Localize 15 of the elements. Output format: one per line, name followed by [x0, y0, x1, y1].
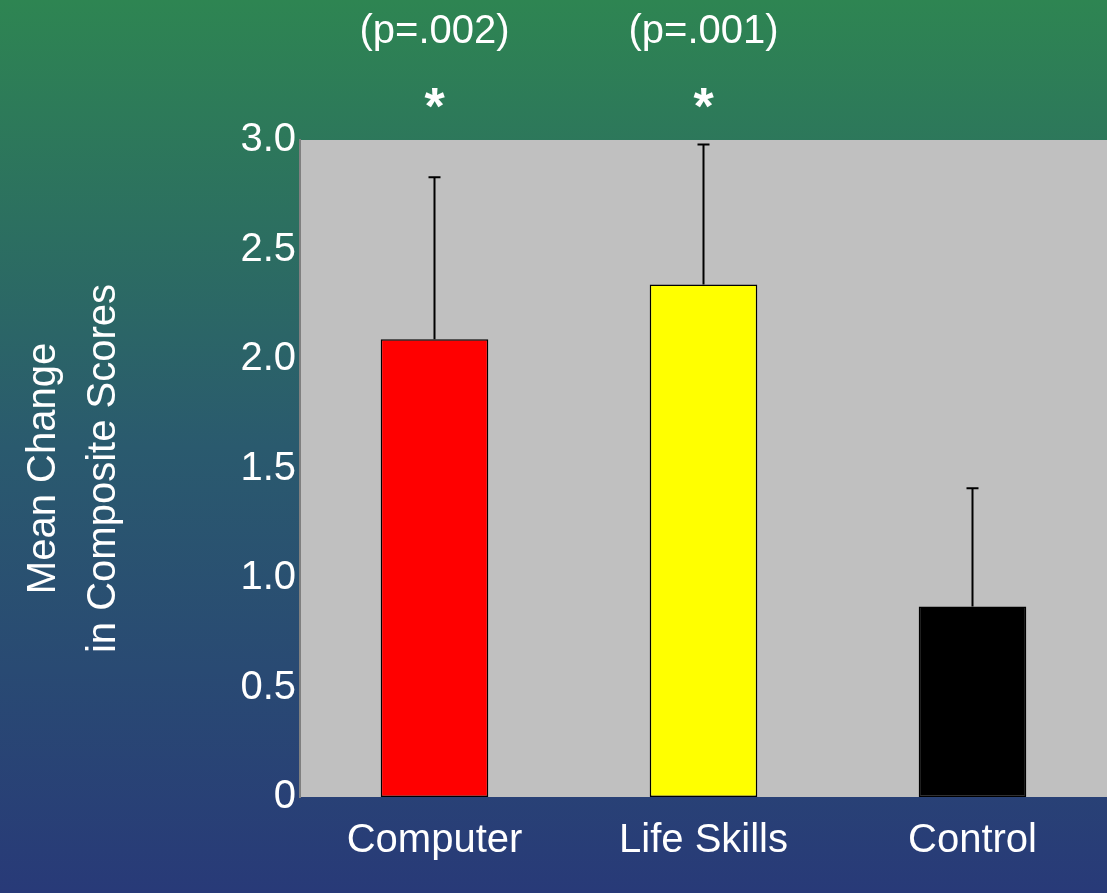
y-tick-label: 2.5 — [240, 224, 296, 269]
y-tick-label: 0 — [273, 772, 296, 817]
text: (p=.002) — [359, 7, 510, 52]
text: * — [693, 77, 715, 136]
text: (p=.001) — [628, 7, 779, 52]
y-tick-label: 1.0 — [240, 553, 296, 598]
x-tick-label: Life Skills — [619, 816, 788, 861]
y-axis-title: Mean Change in Composite Scores — [19, 283, 124, 654]
y-tick-label: 3.0 — [240, 115, 296, 160]
y-tick-label: 2.0 — [240, 334, 296, 379]
x-tick-label: Control — [908, 816, 1037, 861]
y-tick-label: 0.5 — [240, 662, 296, 707]
y-tick-label: 1.5 — [240, 443, 296, 488]
text: * — [424, 77, 446, 136]
x-tick-label: Computer — [346, 816, 523, 861]
